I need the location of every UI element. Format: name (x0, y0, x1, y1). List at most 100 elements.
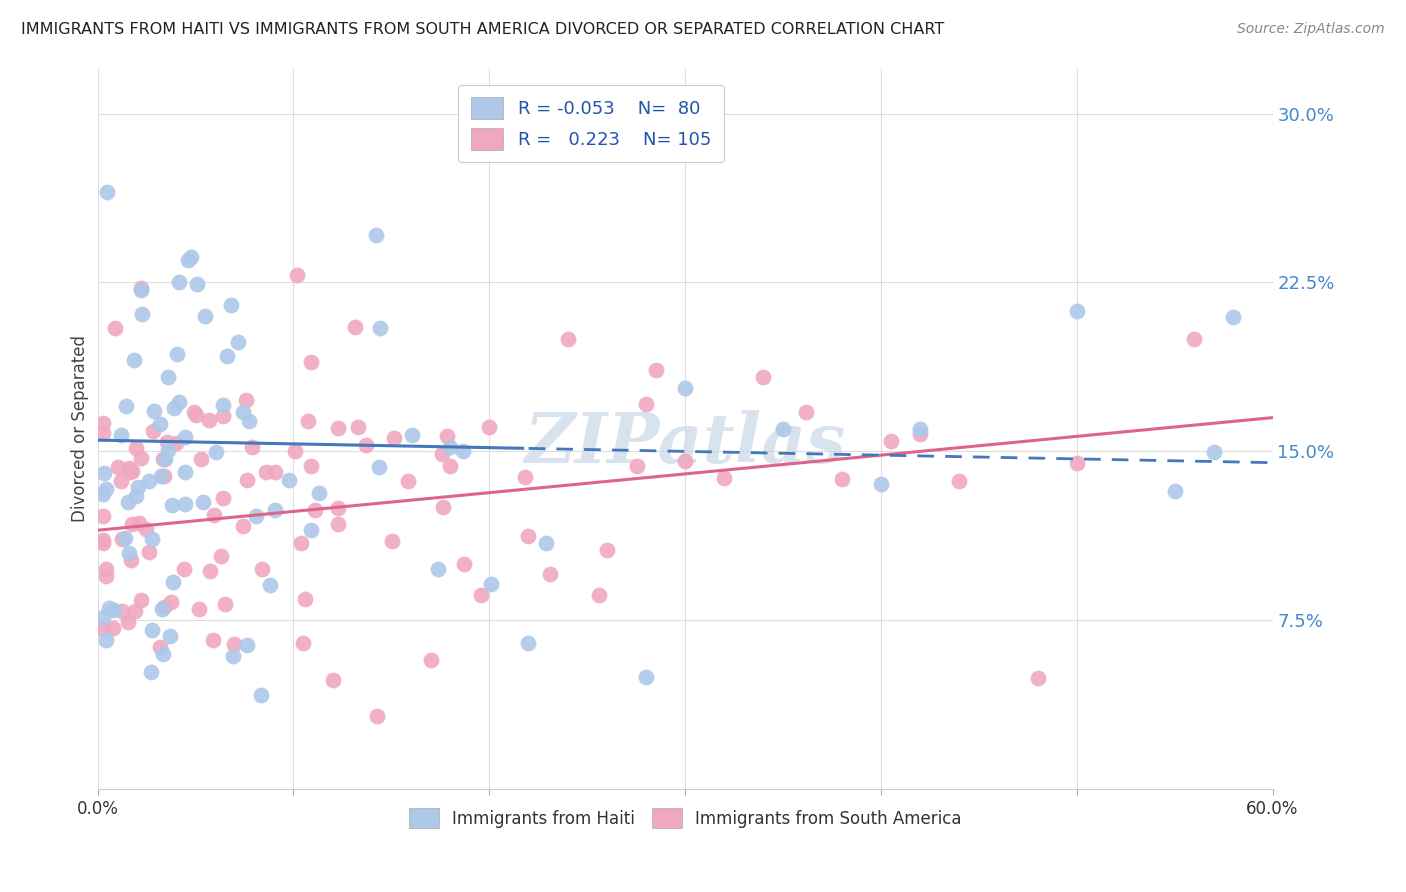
Point (93, 417, 115, 431)
Point (772, 422, 794, 436)
Point (1026, 672, 1049, 686)
Point (870, 477, 893, 491)
Point (124, 604, 146, 618)
Point (111, 604, 134, 618)
Point (93, 536, 115, 550)
Point (93, 487, 115, 501)
Point (948, 474, 970, 488)
Point (202, 632, 225, 647)
Point (626, 459, 648, 474)
Point (1182, 332, 1205, 346)
Point (157, 443, 180, 458)
Point (299, 458, 322, 473)
Point (908, 422, 931, 436)
Point (1222, 310, 1244, 324)
Point (124, 489, 146, 503)
Point (97, 601, 120, 615)
Point (110, 428, 132, 442)
Point (439, 440, 461, 454)
Point (159, 629, 181, 643)
Point (254, 466, 277, 480)
Point (644, 362, 666, 376)
Point (121, 465, 143, 479)
Point (141, 532, 163, 546)
Point (142, 424, 165, 438)
Point (184, 409, 207, 423)
Point (354, 438, 377, 452)
Point (453, 557, 475, 571)
Point (908, 426, 931, 441)
Point (211, 409, 233, 424)
Point (173, 465, 195, 479)
Point (249, 688, 271, 702)
Point (94, 562, 117, 576)
Point (1066, 304, 1088, 318)
Point (191, 494, 214, 508)
Point (517, 529, 540, 543)
Point (238, 414, 260, 428)
Point (153, 469, 176, 483)
Point (328, 501, 350, 516)
Point (96, 186, 118, 200)
Point (328, 421, 350, 435)
Point (264, 503, 287, 517)
Point (183, 405, 205, 419)
Point (794, 405, 817, 419)
Point (538, 566, 561, 581)
Point (190, 452, 212, 467)
Point (277, 473, 299, 487)
Point (149, 417, 172, 431)
Point (120, 553, 142, 567)
Point (299, 354, 322, 368)
Point (165, 436, 187, 450)
Point (236, 639, 259, 653)
Point (167, 394, 190, 409)
Point (149, 469, 172, 483)
Point (114, 400, 136, 414)
Point (204, 445, 226, 459)
Point (152, 452, 174, 467)
Point (1202, 444, 1225, 458)
Point (596, 542, 619, 557)
Point (478, 420, 501, 434)
Point (451, 444, 474, 458)
Point (138, 474, 160, 488)
Point (634, 397, 657, 411)
Point (157, 370, 180, 384)
Point (162, 575, 184, 590)
Point (117, 495, 139, 509)
Point (294, 591, 316, 606)
Point (420, 653, 443, 667)
Point (153, 600, 176, 615)
Point (155, 434, 177, 449)
Point (114, 531, 136, 545)
Point (221, 648, 243, 663)
Point (118, 460, 141, 475)
Point (93, 508, 115, 523)
Point (427, 562, 450, 576)
Point (236, 473, 259, 487)
Point (131, 451, 153, 466)
Point (194, 310, 217, 324)
Point (155, 452, 177, 467)
Point (209, 549, 232, 564)
Point (364, 227, 387, 242)
Point (240, 441, 263, 455)
Point (129, 592, 152, 607)
Point (366, 709, 388, 723)
Point (94, 568, 117, 582)
Point (259, 577, 281, 591)
Point (264, 465, 287, 479)
Point (212, 398, 235, 412)
Point (110, 474, 132, 488)
Point (142, 404, 165, 418)
Point (382, 431, 405, 445)
Point (103, 621, 125, 635)
Point (111, 533, 134, 547)
Point (118, 546, 141, 560)
Point (173, 562, 195, 576)
Point (299, 523, 322, 537)
Point (128, 516, 150, 531)
Point (252, 562, 274, 576)
Point (432, 500, 454, 515)
